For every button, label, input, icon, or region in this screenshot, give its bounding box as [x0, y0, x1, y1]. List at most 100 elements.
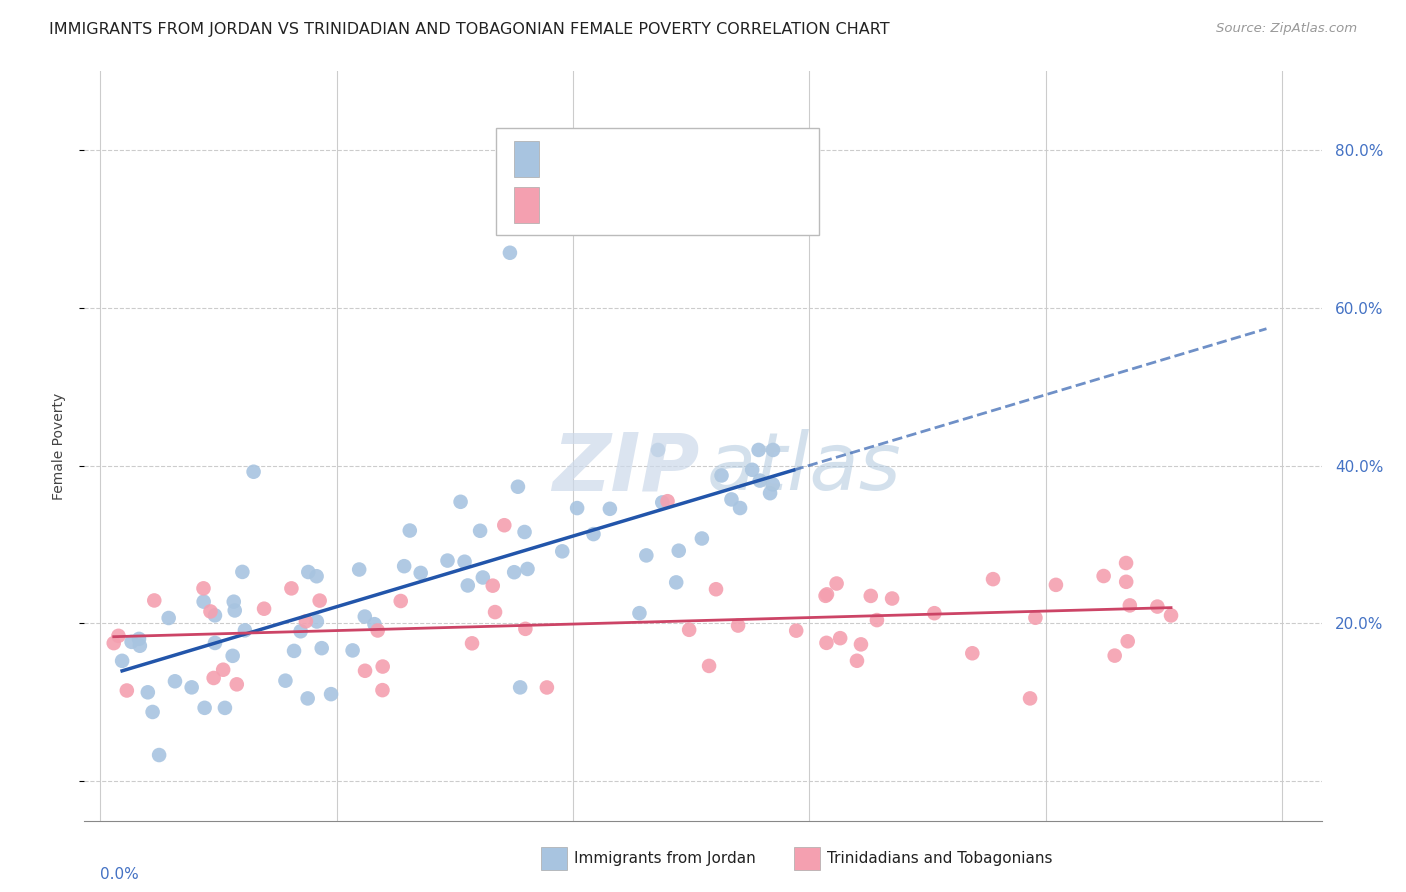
Y-axis label: Female Poverty: Female Poverty	[52, 392, 66, 500]
Point	[815, 587, 838, 601]
Point	[342, 643, 364, 657]
Point	[513, 524, 536, 539]
Point	[628, 606, 651, 620]
Point	[319, 687, 342, 701]
Point	[107, 629, 129, 643]
Point	[710, 468, 733, 483]
Point	[193, 594, 215, 608]
Point	[1115, 574, 1137, 589]
Point	[697, 659, 720, 673]
Point	[509, 681, 531, 695]
Point	[367, 624, 389, 638]
Point	[1092, 569, 1115, 583]
Point	[221, 648, 243, 663]
Point	[450, 495, 472, 509]
Point	[830, 631, 852, 645]
Point	[180, 681, 202, 695]
Point	[200, 604, 222, 618]
Point	[148, 747, 170, 762]
Point	[1024, 611, 1046, 625]
Point	[748, 442, 770, 457]
Point	[690, 532, 713, 546]
Point	[142, 705, 165, 719]
Point	[121, 635, 143, 649]
Point	[668, 543, 690, 558]
Point	[720, 492, 742, 507]
Point	[157, 611, 180, 625]
Point	[115, 683, 138, 698]
Point	[457, 578, 479, 592]
Point	[565, 501, 588, 516]
Point	[283, 644, 305, 658]
Point	[503, 565, 526, 579]
Point	[657, 494, 679, 508]
Point	[704, 582, 727, 597]
Point	[212, 663, 235, 677]
Point	[308, 593, 330, 607]
Point	[128, 639, 150, 653]
Point	[785, 624, 807, 638]
Point	[924, 606, 946, 620]
Point	[728, 501, 751, 516]
Point	[163, 674, 186, 689]
Point	[305, 615, 328, 629]
Point	[280, 582, 302, 596]
Point	[204, 608, 226, 623]
Point	[1146, 599, 1168, 614]
Point	[849, 637, 872, 651]
Point	[363, 617, 385, 632]
Point	[436, 553, 458, 567]
Point	[759, 486, 782, 500]
Point	[214, 701, 236, 715]
Point	[295, 615, 318, 629]
Point	[222, 595, 245, 609]
Point	[741, 463, 763, 477]
Point	[880, 591, 903, 606]
Point	[636, 549, 658, 563]
Point	[762, 442, 785, 457]
Point	[647, 442, 669, 457]
Point	[233, 624, 256, 638]
Point	[202, 671, 225, 685]
Point	[461, 636, 484, 650]
Point	[128, 632, 150, 646]
Point	[242, 465, 264, 479]
Point	[471, 570, 494, 584]
Text: ZIP: ZIP	[553, 429, 699, 508]
Point	[453, 555, 475, 569]
Text: atlas: atlas	[707, 429, 901, 508]
Point	[392, 559, 415, 574]
Point	[582, 527, 605, 541]
Point	[551, 544, 574, 558]
Point	[311, 641, 333, 656]
Point	[866, 613, 889, 627]
Point	[371, 683, 394, 698]
Point	[389, 594, 412, 608]
Point	[103, 636, 125, 650]
Point	[484, 605, 506, 619]
Point	[354, 664, 377, 678]
Point	[143, 593, 166, 607]
Text: IMMIGRANTS FROM JORDAN VS TRINIDADIAN AND TOBAGONIAN FEMALE POVERTY CORRELATION : IMMIGRANTS FROM JORDAN VS TRINIDADIAN AN…	[49, 22, 890, 37]
Point	[297, 565, 319, 579]
Point	[136, 685, 159, 699]
Point	[981, 572, 1004, 586]
Text: 0.0%: 0.0%	[100, 867, 139, 882]
Point	[253, 601, 276, 615]
Point	[1160, 608, 1182, 623]
Text: R = 0.067   N = 54: R = 0.067 N = 54	[547, 194, 704, 212]
Point	[506, 480, 529, 494]
Point	[194, 701, 217, 715]
Point	[1104, 648, 1126, 663]
Point	[193, 582, 215, 596]
Point	[1115, 556, 1137, 570]
Text: Immigrants from Jordan: Immigrants from Jordan	[574, 852, 755, 866]
Point	[762, 477, 785, 491]
Point	[1116, 634, 1139, 648]
Point	[1019, 691, 1042, 706]
Point	[353, 609, 375, 624]
Point	[846, 654, 869, 668]
Point	[231, 565, 253, 579]
Point	[398, 524, 420, 538]
Point	[727, 618, 749, 632]
